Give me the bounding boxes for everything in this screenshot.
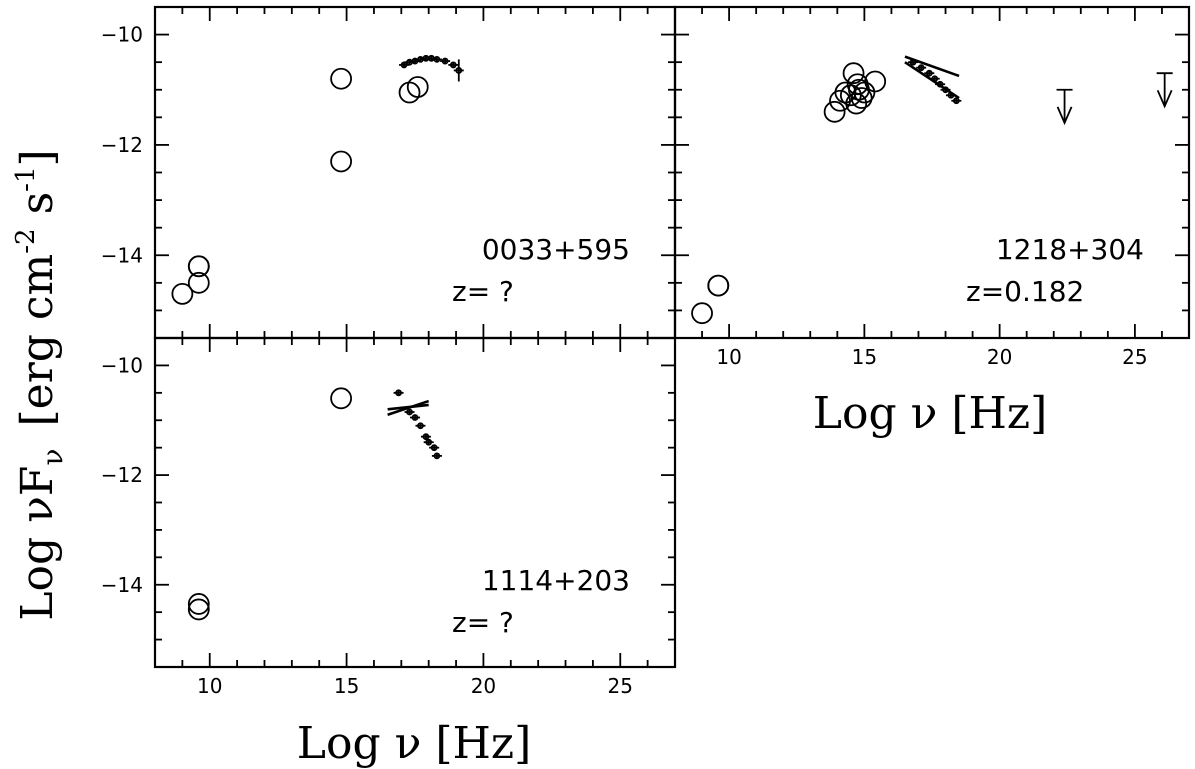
data-point-circle (406, 76, 429, 98)
data-point-circle (187, 593, 210, 615)
panel-frame (153, 5, 677, 340)
data-point-circle (330, 387, 353, 410)
data-point-circle (187, 255, 210, 278)
data-point-circle (842, 62, 865, 85)
redshift-label: z=0.182 (966, 275, 1084, 308)
data-point-circle (330, 150, 353, 173)
x-tick-label: 25 (1122, 345, 1147, 369)
source-name-label: 0033+595 (482, 233, 630, 266)
x-tick-label: 15 (852, 345, 877, 369)
y-tick-label: −10 (101, 353, 143, 377)
source-name-label: 1114+203 (482, 564, 630, 597)
data-point-circle (691, 302, 713, 325)
x-tick-label: 15 (334, 674, 359, 698)
data-point-circle (187, 271, 210, 294)
data-point-circle (707, 274, 730, 297)
data-point-circle (171, 282, 194, 305)
panel-bottom-left: 10 15 20 25 −10 −12 −14 1114+203 z= ? (101, 336, 677, 698)
upper-limit-arrowhead (1156, 89, 1173, 109)
x-tick-label: 10 (197, 674, 222, 698)
y-tick-label: −14 (101, 243, 143, 267)
y-tick-label: −14 (101, 573, 143, 597)
panel-frame (673, 5, 1191, 340)
source-name-label: 1218+304 (996, 233, 1144, 266)
x-tick-label: 20 (471, 674, 496, 698)
redshift-label: z= ? (452, 275, 514, 308)
redshift-label: z= ? (452, 606, 514, 639)
x-tick-label: 20 (987, 345, 1012, 369)
panel-top-left: −10 −12 −14 0033+595 z= ? (101, 5, 677, 340)
x-tick-label: 10 (716, 345, 741, 369)
data-point-circle (823, 100, 846, 123)
upper-limit-arrowhead (1056, 106, 1073, 126)
bowtie-line (387, 399, 430, 416)
y-tick-label: −12 (101, 133, 143, 157)
data-point-circle (330, 67, 353, 90)
x-axis-label-bottom: Log ν [Hz] (297, 718, 531, 769)
x-axis-label-right: Log ν [Hz] (813, 388, 1047, 439)
y-tick-label: −12 (101, 463, 143, 487)
panel-frame (153, 336, 677, 669)
y-axis-label: Log νFν[erg cm-2 s-1] (11, 149, 69, 620)
data-point-circle (187, 598, 210, 621)
y-tick-label: −10 (101, 23, 143, 47)
panel-top-right: 10 15 20 25 1218+304 z=0.182 (673, 5, 1191, 369)
data-point-circle (864, 70, 887, 93)
x-tick-label: 25 (608, 674, 633, 698)
panels: −10 −12 −14 0033+595 z= ? 10 15 20 25 1218+304 z=0… (101, 5, 1191, 698)
